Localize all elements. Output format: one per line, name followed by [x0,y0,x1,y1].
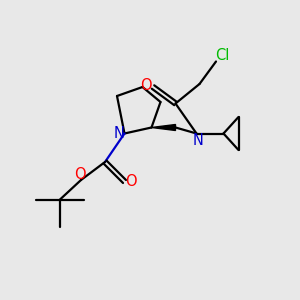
Text: N: N [114,126,124,141]
Text: N: N [193,133,203,148]
Text: O: O [74,167,85,182]
Polygon shape [152,124,176,130]
Text: O: O [125,174,136,189]
Text: O: O [141,78,152,93]
Text: Cl: Cl [215,48,230,63]
